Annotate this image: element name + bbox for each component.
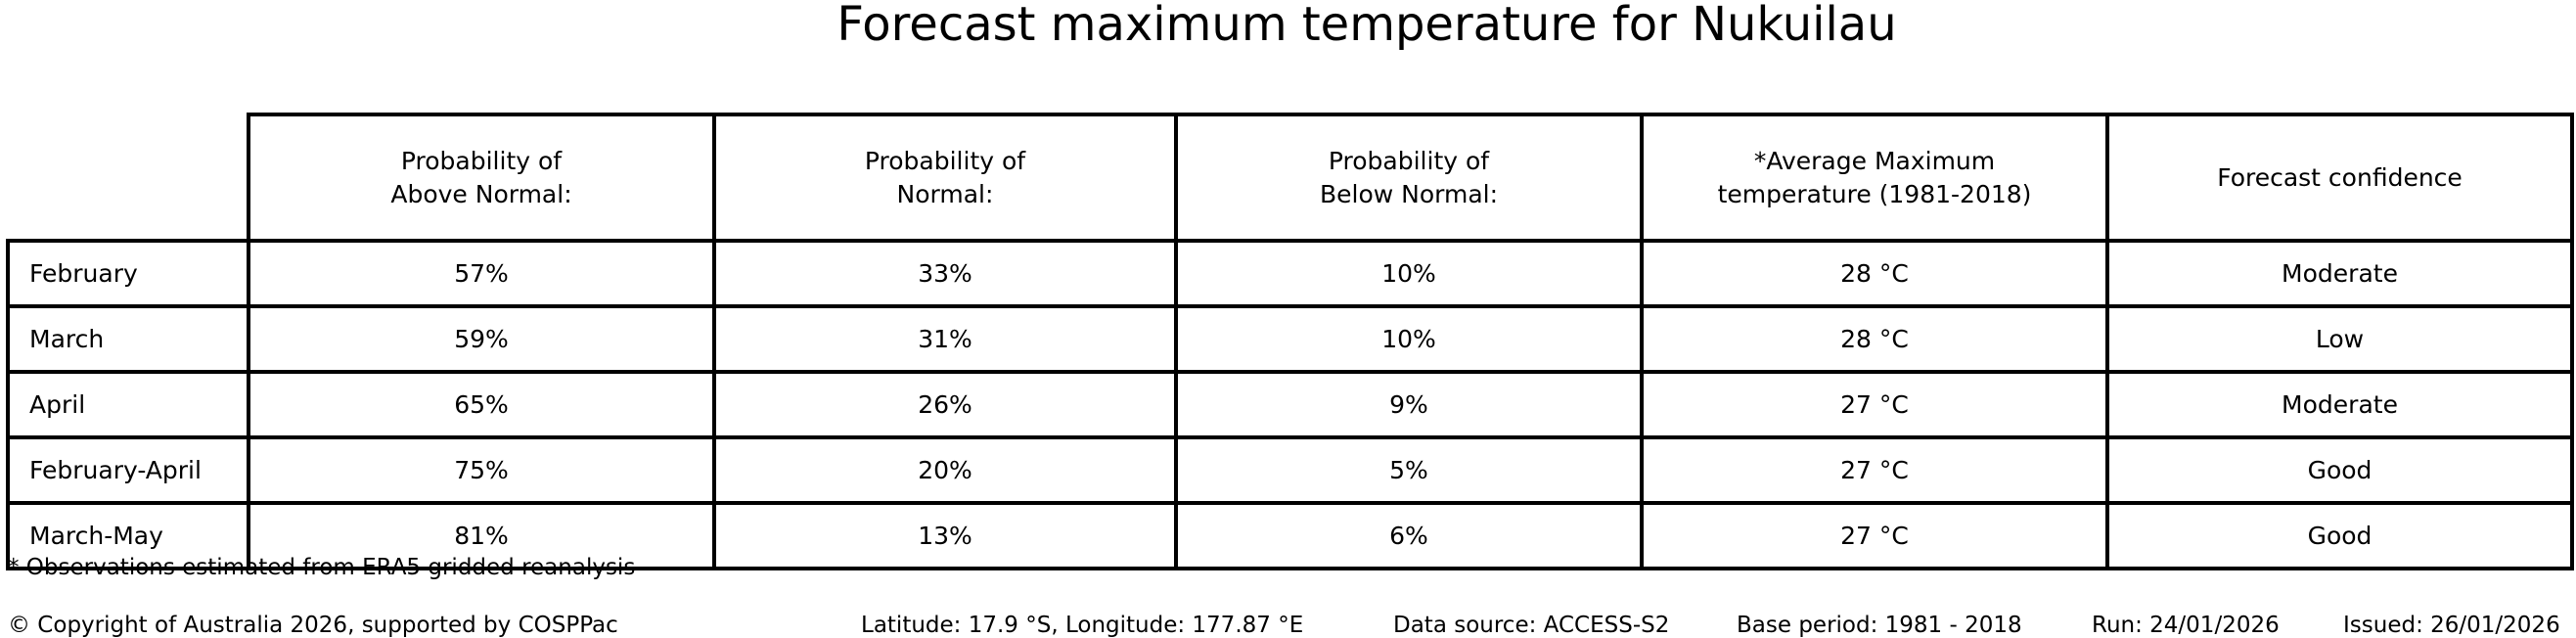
col-header-below-normal: Probability of Below Normal: — [1174, 113, 1644, 243]
table-cell: Moderate — [2105, 239, 2574, 308]
table-cell: 5% — [1174, 435, 1644, 505]
table-cell: 20% — [712, 435, 1178, 505]
table-cell: 75% — [247, 435, 716, 505]
base-period-text: Base period: 1981 - 2018 — [1737, 613, 2022, 638]
page-title: Forecast maximum temperature for Nukuila… — [836, 0, 1897, 52]
table-cell: 28 °C — [1640, 304, 2109, 374]
table-cell: 59% — [247, 304, 716, 374]
table-cell: Good — [2105, 435, 2574, 505]
col-header-forecast-confidence: Forecast confidence — [2105, 113, 2574, 243]
issued-date-text: Issued: 26/01/2026 — [2343, 613, 2560, 638]
corner-cell — [8, 114, 249, 241]
table-row-april: April 65% 26% 9% 27 °C Moderate — [6, 370, 2574, 439]
row-label: February — [6, 239, 250, 308]
table-cell: Low — [2105, 304, 2574, 374]
copyright-text: © Copyright of Australia 2026, supported… — [8, 613, 618, 638]
run-date-text: Run: 24/01/2026 — [2092, 613, 2280, 638]
table-row-march-may: March-May 81% 13% 6% 27 °C Good — [6, 501, 2574, 570]
table-cell: 26% — [712, 370, 1178, 439]
table-cell: Moderate — [2105, 370, 2574, 439]
table-cell: 13% — [712, 501, 1178, 570]
col-header-average-max-temp: *Average Maximum temperature (1981-2018) — [1640, 113, 2109, 243]
header-row: Probability of Above Normal: Probability… — [8, 113, 2574, 243]
table-cell: 27 °C — [1640, 435, 2109, 505]
table-cell: 9% — [1174, 370, 1644, 439]
table-cell: 27 °C — [1640, 370, 2109, 439]
table-cell: 65% — [247, 370, 716, 439]
observations-footnote: * Observations estimated from ERA5 gridd… — [8, 555, 636, 580]
table-cell: 10% — [1174, 239, 1644, 308]
table-cell: 28 °C — [1640, 239, 2109, 308]
table-cell: 31% — [712, 304, 1178, 374]
table-cell: Good — [2105, 501, 2574, 570]
table-cell: 27 °C — [1640, 501, 2109, 570]
table-row-february-april: February-April 75% 20% 5% 27 °C Good — [6, 435, 2574, 505]
latitude-longitude-text: Latitude: 17.9 °S, Longitude: 177.87 °E — [861, 613, 1304, 638]
table-cell: 33% — [712, 239, 1178, 308]
row-label: March-May — [6, 501, 250, 570]
table-row-february: February 57% 33% 10% 28 °C Moderate — [6, 239, 2574, 308]
forecast-table: Probability of Above Normal: Probability… — [6, 113, 2574, 570]
data-source-text: Data source: ACCESS-S2 — [1393, 613, 1670, 638]
table-cell: 10% — [1174, 304, 1644, 374]
table-cell: 81% — [247, 501, 716, 570]
table-row-march: March 59% 31% 10% 28 °C Low — [6, 304, 2574, 374]
table-cell: 6% — [1174, 501, 1644, 570]
table-cell: 57% — [247, 239, 716, 308]
row-label: March — [6, 304, 250, 374]
row-label: April — [6, 370, 250, 439]
col-header-normal: Probability of Normal: — [712, 113, 1178, 243]
row-label: February-April — [6, 435, 250, 505]
col-header-above-normal: Probability of Above Normal: — [247, 113, 716, 243]
